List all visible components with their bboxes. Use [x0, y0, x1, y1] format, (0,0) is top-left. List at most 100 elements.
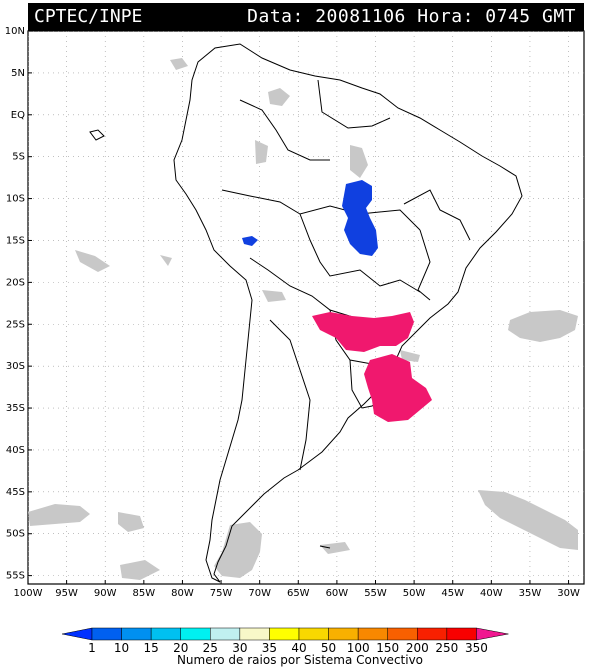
cloud-patch: [478, 490, 578, 550]
legend-swatch: [417, 627, 448, 641]
lon-label: 95W: [55, 588, 78, 599]
legend-tick-label: 350: [465, 641, 488, 655]
time-value: 0745: [485, 6, 531, 27]
country-border: [269, 319, 311, 471]
lon-label: 45W: [441, 588, 464, 599]
legend-arrow-right: [476, 627, 509, 641]
lat-label: 5S: [12, 152, 25, 163]
legend-title: Numero de raios por Sistema Convectivo: [176, 653, 424, 667]
lon-label: 40W: [480, 588, 503, 599]
lat-label: 20S: [6, 277, 25, 288]
legend-swatch: [180, 627, 211, 641]
legend-ticks: 1 10 15 20 25 30 35 40 50 100 150 200 250 350: [88, 641, 488, 655]
cloud-patch: [118, 512, 144, 532]
lon-label: 55W: [364, 588, 387, 599]
cloud-patch: [262, 290, 286, 302]
legend-tick-label: 20: [173, 641, 188, 655]
cloud-patch: [508, 310, 578, 342]
lat-label: 5N: [11, 68, 25, 79]
legend-swatch: [328, 627, 359, 641]
lon-label: 50W: [403, 588, 426, 599]
lat-label: EQ: [11, 110, 25, 121]
cloud-patch: [75, 250, 110, 272]
legend-tick-label: 250: [435, 641, 458, 655]
legend-swatch: [298, 627, 329, 641]
lon-label: 65W: [287, 588, 310, 599]
island: [319, 545, 331, 549]
lat-label: 10N: [5, 26, 25, 37]
legend-swatch: [121, 627, 152, 641]
cloud-patch: [214, 522, 262, 578]
lon-label: 35W: [519, 588, 542, 599]
lon-label: 70W: [248, 588, 271, 599]
lat-label: 30S: [6, 361, 25, 372]
cloud-cover: [28, 58, 578, 580]
system-pink-north: [312, 312, 414, 352]
lat-label: 15S: [6, 235, 25, 246]
lon-label: 100W: [14, 588, 43, 599]
country-border: [239, 99, 330, 161]
source-label: CPTEC/INPE: [34, 6, 143, 27]
title-bar: CPTEC/INPE Data: 20081106 Hora: 0745 GMT: [28, 3, 584, 31]
latitude-labels: 10N 5N EQ 5S 10S 15S 20S 25S 30S 35S 40S 45S 50S 55S: [5, 26, 32, 582]
cloud-patch: [160, 255, 172, 266]
legend-tick-label: 100: [347, 641, 370, 655]
cloud-patch: [170, 58, 188, 70]
lat-label: 10S: [6, 194, 25, 205]
date-time-label: Data: 20081106 Hora: 0745 GMT: [247, 3, 576, 31]
island: [89, 129, 105, 141]
lat-label: 45S: [6, 487, 25, 498]
time-label: Hora:: [417, 6, 474, 27]
legend-tick-label: 40: [291, 641, 306, 655]
legend-tick-label: 10: [114, 641, 129, 655]
legend-tick-label: 1: [88, 641, 96, 655]
country-border: [317, 79, 391, 129]
lon-label: 60W: [326, 588, 349, 599]
legend-tick-label: 200: [406, 641, 429, 655]
system-blue-small: [242, 236, 258, 246]
cloud-patch: [320, 542, 350, 554]
system-pink-south: [364, 354, 432, 422]
legend-tick-label: 15: [144, 641, 159, 655]
lon-label: 30W: [557, 588, 580, 599]
legend-tick-label: 150: [376, 641, 399, 655]
legend-tick-label: 50: [321, 641, 336, 655]
legend-swatch: [357, 627, 388, 641]
south-america-coastline: [173, 43, 523, 583]
lat-label: 35S: [6, 403, 25, 414]
cloud-patch: [268, 88, 290, 106]
cloud-patch: [255, 140, 268, 164]
lat-label: 50S: [6, 529, 25, 540]
legend-swatch: [387, 627, 418, 641]
lon-label: 80W: [171, 588, 194, 599]
cloud-patch: [350, 145, 368, 178]
legend-tick-label: 25: [203, 641, 218, 655]
legend-swatch: [446, 627, 477, 641]
legend-swatch: [239, 627, 270, 641]
cloud-patch: [120, 560, 160, 580]
cloud-patch: [28, 504, 90, 526]
convective-systems: [242, 180, 432, 422]
lon-label: 85W: [133, 588, 156, 599]
legend-swatch: [210, 627, 241, 641]
country-border: [403, 189, 471, 241]
legend-swatch: [269, 627, 300, 641]
country-border: [299, 213, 421, 293]
legend-tick-label: 35: [262, 641, 277, 655]
lat-label: 55S: [6, 571, 25, 582]
color-legend: [61, 627, 509, 641]
date-label: Data:: [247, 6, 304, 27]
country-border: [417, 229, 431, 301]
date-value: 20081106: [315, 6, 406, 27]
country-border: [221, 189, 421, 231]
longitude-labels: 100W 95W 90W 85W 80W 75W 70W 65W 60W 55W 50W 45W 40W…: [14, 580, 580, 599]
lon-label: 75W: [210, 588, 233, 599]
legend-arrow-left: [61, 627, 93, 641]
legend-swatch: [91, 627, 122, 641]
lon-label: 90W: [94, 588, 117, 599]
time-zone: GMT: [541, 6, 576, 27]
cloud-patch: [400, 350, 420, 362]
legend-swatch: [150, 627, 181, 641]
legend-tick-label: 30: [232, 641, 247, 655]
